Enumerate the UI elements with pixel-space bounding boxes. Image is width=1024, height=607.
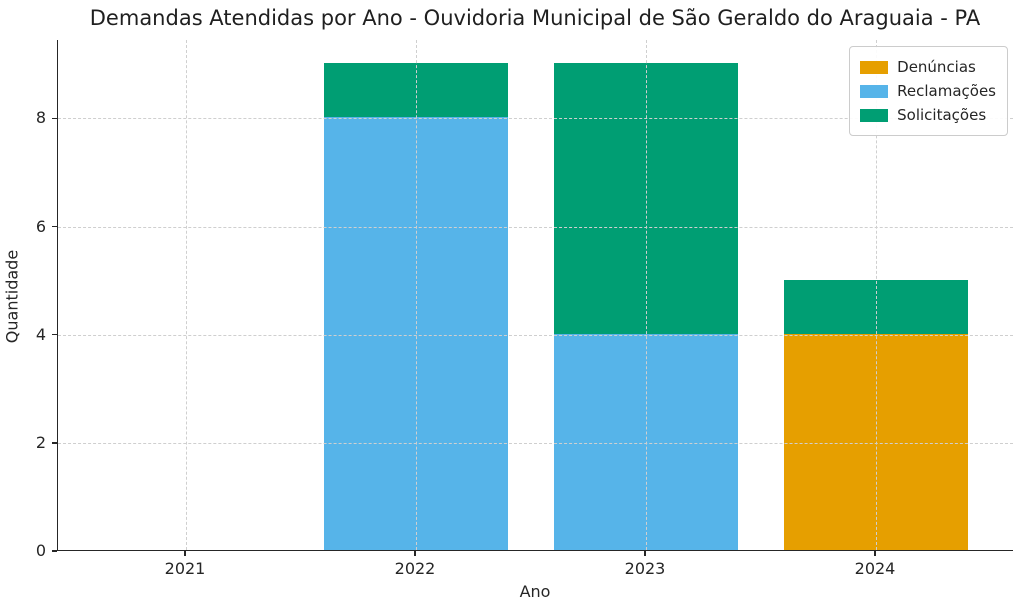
chart-title: Demandas Atendidas por Ano - Ouvidoria M… — [89, 6, 981, 30]
y-tick-label-6: 6 — [35, 216, 46, 236]
y-tick-mark-6 — [52, 225, 57, 228]
legend-swatch-solicitações — [860, 108, 889, 122]
y-tick-label-4: 4 — [35, 324, 46, 344]
x-tick-mark-2022 — [414, 551, 416, 556]
y-tick-mark-0 — [52, 550, 57, 552]
x-tick-label-2023: 2023 — [624, 559, 666, 578]
x-tick-label-2022: 2022 — [394, 559, 436, 578]
legend-swatch-denúncias — [860, 60, 889, 74]
legend-item-solicitações: Solicitações — [860, 103, 996, 127]
gridline-x-2021 — [186, 40, 187, 550]
x-tick-label-2021: 2021 — [164, 559, 206, 578]
legend-swatch-reclamações — [860, 84, 889, 98]
x-tick-mark-2021 — [184, 551, 186, 556]
legend-item-reclamações: Reclamações — [860, 79, 996, 103]
gridline-y-4 — [58, 334, 1013, 336]
legend-label-solicitações: Solicitações — [897, 106, 987, 124]
legend-item-denúncias: Denúncias — [860, 55, 996, 79]
y-axis-label: Quantidade — [2, 249, 22, 344]
gridline-x-2022 — [416, 40, 417, 550]
gridline-y-6 — [58, 226, 1013, 228]
y-tick-mark-8 — [52, 117, 57, 120]
x-tick-mark-2023 — [644, 551, 646, 556]
gridline-x-2024 — [876, 40, 877, 550]
y-tick-label-8: 8 — [35, 108, 46, 128]
y-tick-label-2: 2 — [35, 432, 46, 452]
gridline-y-2 — [58, 442, 1013, 444]
x-axis-label: Ano — [519, 582, 551, 601]
legend-label-denúncias: Denúncias — [897, 58, 976, 76]
y-tick-label-0: 0 — [35, 541, 46, 560]
gridline-x-2023 — [646, 40, 647, 550]
y-tick-mark-2 — [52, 442, 57, 444]
legend: Denúncias Reclamações Solicitações — [849, 46, 1008, 136]
x-tick-mark-2024 — [874, 551, 876, 556]
legend-label-reclamações: Reclamações — [897, 82, 996, 100]
x-tick-label-2024: 2024 — [854, 559, 896, 578]
gridline-y-8 — [58, 118, 1013, 120]
y-tick-mark-4 — [52, 333, 57, 336]
